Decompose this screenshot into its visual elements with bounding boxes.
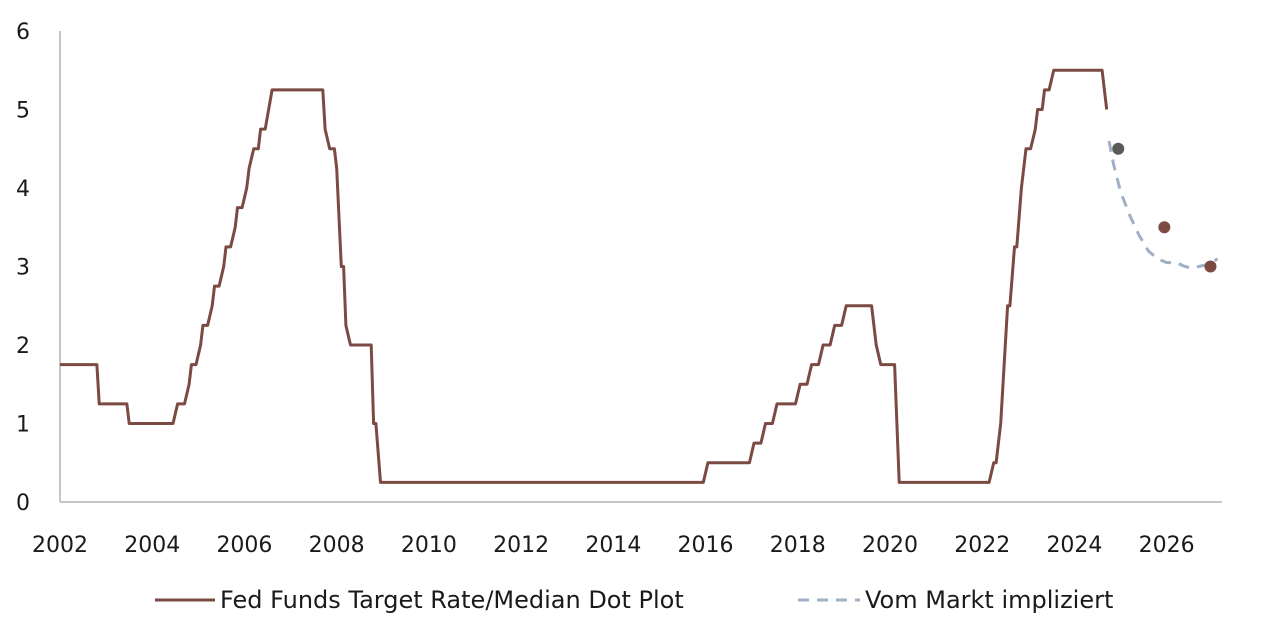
y-tick-label: 1: [16, 413, 30, 438]
x-tick-label: 2008: [309, 533, 365, 558]
x-tick-label: 2018: [770, 533, 826, 558]
legend-label-market-implied: Vom Markt impliziert: [865, 586, 1113, 614]
dot-plot-marker: [1112, 142, 1125, 155]
dot-plot-marker: [1204, 260, 1217, 273]
x-tick-label: 2026: [1139, 533, 1195, 558]
y-tick-label: 2: [16, 334, 30, 359]
x-tick-label: 2012: [493, 533, 549, 558]
x-tick-label: 2006: [216, 533, 272, 558]
legend-label-fed-funds: Fed Funds Target Rate/Median Dot Plot: [220, 586, 684, 614]
axes: [59, 31, 1222, 503]
y-tick-label: 4: [16, 177, 30, 202]
x-tick-label: 2024: [1046, 533, 1102, 558]
y-tick-label: 5: [16, 99, 30, 124]
x-tick-labels: 2002 2004 2006 2008 2010 2012 2014 2016 2018 2020…: [32, 533, 1195, 558]
y-tick-label: 6: [16, 20, 30, 45]
x-tick-label: 2020: [862, 533, 918, 558]
y-tick-label: 3: [16, 256, 30, 281]
x-tick-label: 2014: [585, 533, 641, 558]
legend: Fed Funds Target Rate/Median Dot Plot Vo…: [155, 586, 1113, 614]
x-tick-label: 2022: [954, 533, 1010, 558]
series-line-market-implied: [1107, 140, 1219, 270]
series-line-fed-funds: [60, 68, 1109, 484]
x-tick-label: 2004: [124, 533, 180, 558]
y-tick-label: 0: [16, 491, 30, 516]
x-tick-label: 2002: [32, 533, 88, 558]
dot-plot-markers: [1112, 142, 1217, 273]
y-tick-labels: 0 1 2 3 4 5 6: [16, 20, 30, 516]
series-lines: [60, 68, 1219, 484]
x-tick-label: 2016: [678, 533, 734, 558]
dot-plot-marker: [1158, 221, 1171, 234]
x-tick-label: 2010: [401, 533, 457, 558]
